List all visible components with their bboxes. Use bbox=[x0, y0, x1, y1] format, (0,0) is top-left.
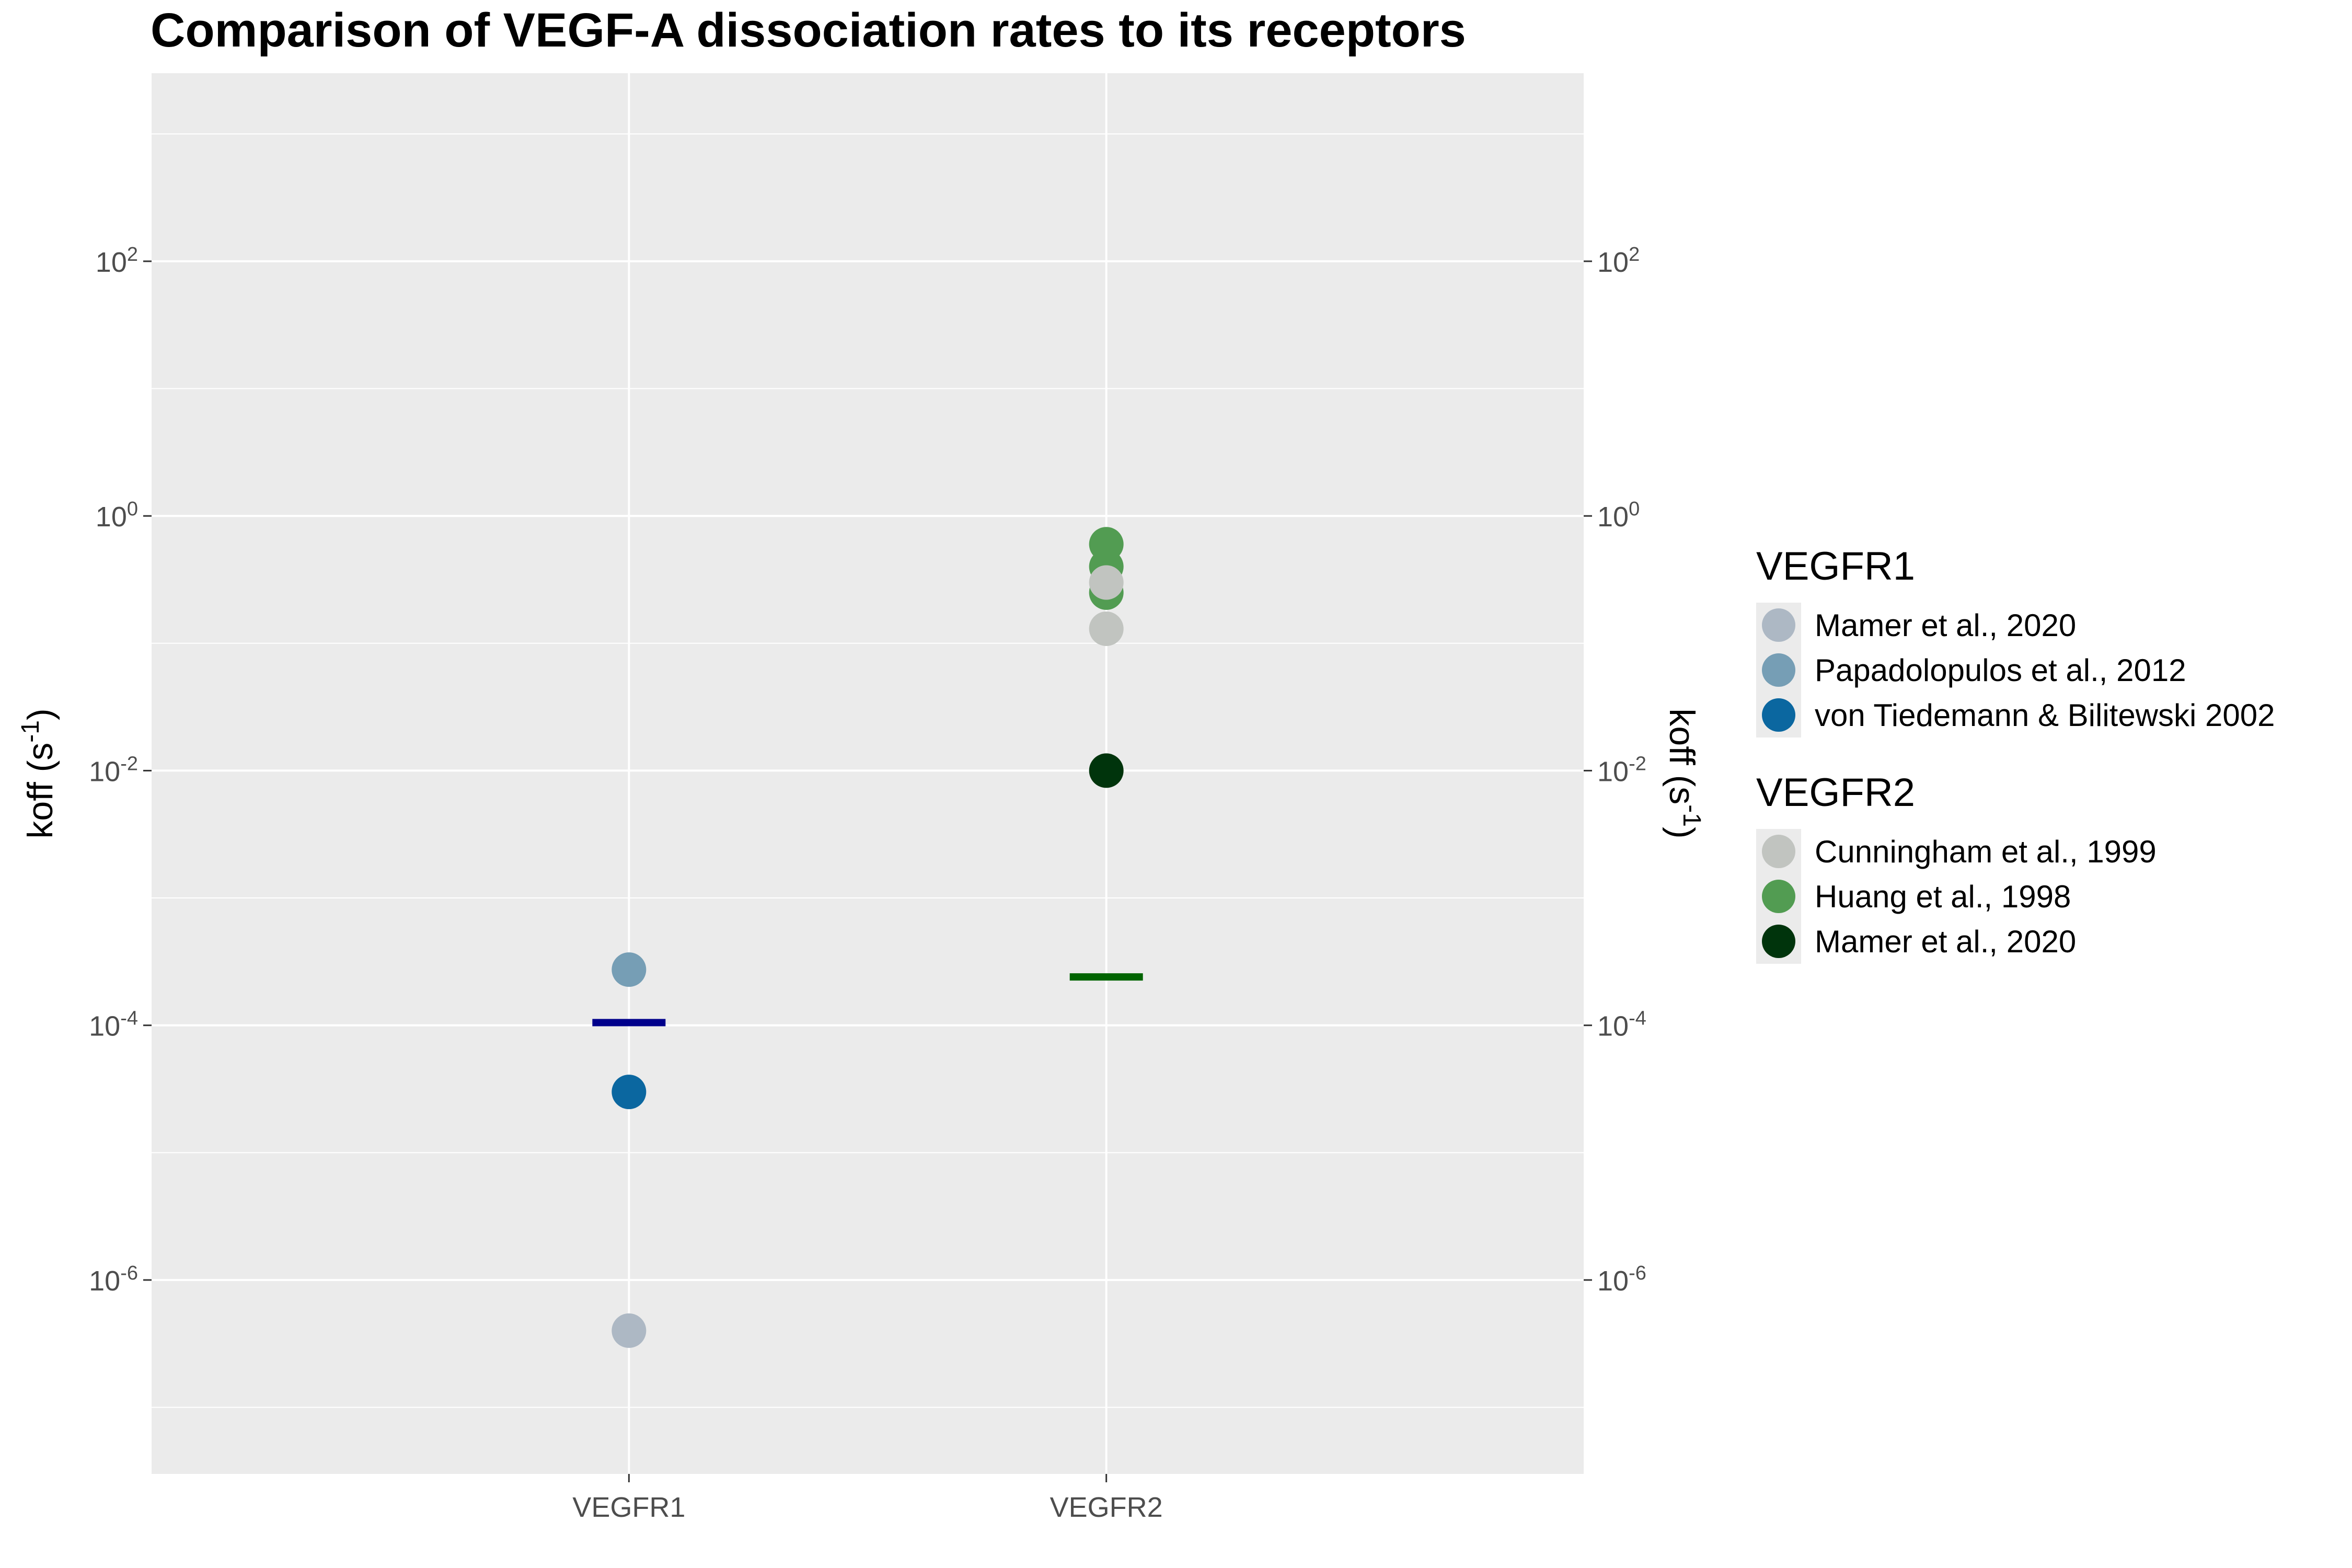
major-gridlines bbox=[152, 73, 1584, 1474]
y-axis-title-left: koff (s-1) bbox=[17, 708, 61, 838]
plot-panel bbox=[152, 73, 1584, 1474]
legend-label: Cunningham et al., 1999 bbox=[1815, 834, 2157, 869]
legend-label: Mamer et al., 2020 bbox=[1815, 607, 2077, 643]
data-point bbox=[612, 1075, 647, 1110]
data-point bbox=[1089, 612, 1124, 647]
axis-ticks bbox=[143, 260, 1592, 1482]
data-point bbox=[1089, 753, 1124, 788]
legend-item: Mamer et al., 2020 bbox=[1756, 919, 2275, 964]
minor-gridlines bbox=[152, 133, 1584, 1408]
summary-lines bbox=[592, 973, 1143, 1027]
legend-dot bbox=[1762, 835, 1795, 868]
y-tick-label-left: 10-2 bbox=[89, 753, 138, 787]
legend-key bbox=[1756, 693, 1801, 737]
legend-dot bbox=[1762, 653, 1795, 687]
data-point bbox=[1089, 565, 1124, 600]
y-tick-label-right: 10-4 bbox=[1597, 1008, 1646, 1042]
legend-dot bbox=[1762, 880, 1795, 913]
y-tick-label-left: 100 bbox=[96, 498, 138, 533]
legend-item: Mamer et al., 2020 bbox=[1756, 603, 2275, 648]
y-tick-label-left: 10-6 bbox=[89, 1262, 138, 1297]
legend-group-vegfr2: VEGFR2 Cunningham et al., 1999 Huang et … bbox=[1756, 770, 2275, 964]
legend-key bbox=[1756, 919, 1801, 964]
x-tick-label: VEGFR2 bbox=[1050, 1492, 1163, 1523]
tick-labels: 10-6 10-6 10-4 10-4 10-2 10-2 100 100 102 102 VEGF… bbox=[89, 244, 1646, 1523]
legend-title: VEGFR1 bbox=[1756, 544, 1916, 589]
legend-dot bbox=[1762, 698, 1795, 732]
data-points bbox=[612, 527, 1124, 1348]
data-point bbox=[612, 1313, 647, 1348]
data-point bbox=[612, 952, 647, 987]
legend-item: von Tiedemann & Bilitewski 2002 bbox=[1756, 693, 2275, 737]
legend-group-vegfr1: VEGFR1 Mamer et al., 2020 Papadolopulos … bbox=[1756, 544, 2275, 737]
legend-key bbox=[1756, 829, 1801, 874]
x-tick-label: VEGFR1 bbox=[572, 1492, 685, 1523]
legend-title: VEGFR2 bbox=[1756, 770, 1916, 815]
legend-key bbox=[1756, 603, 1801, 648]
y-tick-label-right: 100 bbox=[1597, 498, 1640, 533]
legend-item: Huang et al., 1998 bbox=[1756, 874, 2275, 919]
legend-item: Papadolopulos et al., 2012 bbox=[1756, 648, 2275, 693]
legend-label: Mamer et al., 2020 bbox=[1815, 924, 2077, 959]
legend-label: Papadolopulos et al., 2012 bbox=[1815, 652, 2186, 688]
legend: VEGFR1 Mamer et al., 2020 Papadolopulos … bbox=[1756, 544, 2275, 996]
y-tick-label-left: 10-4 bbox=[89, 1008, 138, 1042]
y-tick-label-right: 10-6 bbox=[1597, 1262, 1646, 1297]
legend-dot bbox=[1762, 608, 1795, 642]
legend-key bbox=[1756, 874, 1801, 919]
legend-item: Cunningham et al., 1999 bbox=[1756, 829, 2275, 874]
legend-key bbox=[1756, 648, 1801, 693]
legend-label: Huang et al., 1998 bbox=[1815, 879, 2071, 914]
y-tick-label-right: 102 bbox=[1597, 244, 1640, 278]
y-axis-title-right: koff (s-1) bbox=[1662, 708, 1706, 838]
chart-title: Comparison of VEGF-A dissociation rates … bbox=[151, 4, 1466, 57]
y-tick-label-right: 10-2 bbox=[1597, 753, 1646, 787]
y-tick-label-left: 102 bbox=[96, 244, 138, 278]
legend-label: von Tiedemann & Bilitewski 2002 bbox=[1815, 697, 2275, 733]
legend-dot bbox=[1762, 925, 1795, 958]
